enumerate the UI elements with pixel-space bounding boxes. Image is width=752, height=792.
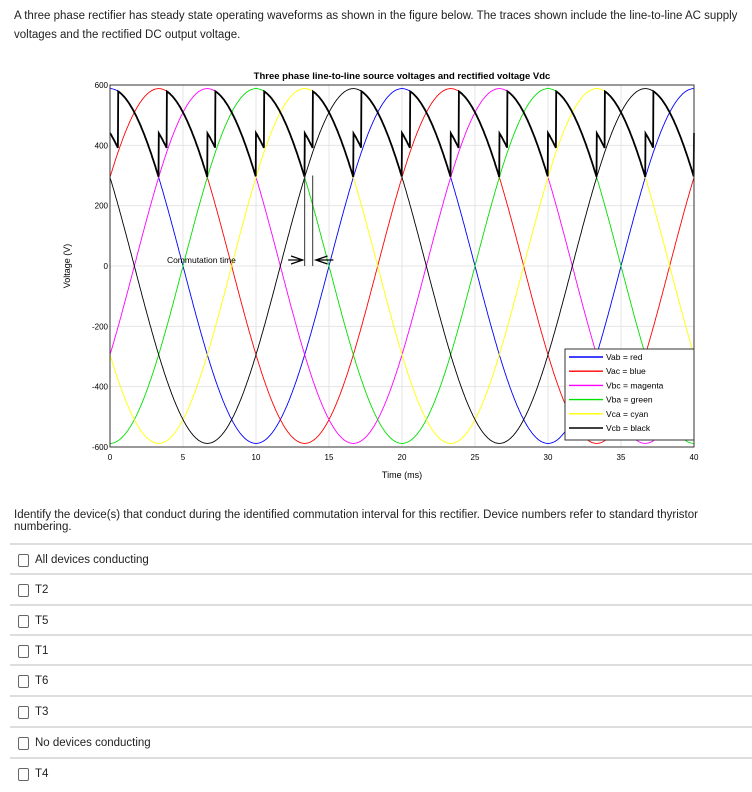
legend: Vab = red Vac = blue Vbc = magenta Vba = gr…	[564, 348, 695, 441]
arrow-right-icon	[288, 255, 305, 265]
answer-option[interactable]: T2	[10, 573, 752, 605]
legend-label: Vba = green	[606, 395, 653, 405]
y-axis-label: Voltage (V)	[62, 244, 72, 289]
option-label: T3	[35, 706, 49, 718]
x-tick-label: 10	[252, 453, 261, 462]
answer-option[interactable]: T6	[10, 664, 752, 696]
x-tick-label: 30	[544, 453, 553, 462]
problem-statement: A three phase rectifier has steady state…	[14, 10, 738, 41]
x-tick-label: 5	[181, 453, 186, 462]
answer-option[interactable]: T3	[10, 695, 752, 727]
chart-title: Three phase line-to-line source voltages…	[254, 71, 551, 82]
y-tick-label: 0	[104, 262, 109, 271]
answer-option[interactable]: All devices conducting	[10, 543, 752, 575]
option-label: T6	[35, 675, 49, 687]
legend-label: Vbc = magenta	[606, 380, 664, 390]
option-label: T4	[35, 768, 49, 780]
legend-box	[564, 348, 695, 441]
option-label: All devices conducting	[35, 554, 149, 566]
answer-option[interactable]: No devices conducting	[10, 726, 752, 758]
vdc-line	[109, 89, 695, 178]
legend-label: Vab = red	[606, 352, 643, 362]
checkbox[interactable]	[18, 553, 29, 567]
x-axis-label: Time (ms)	[382, 470, 422, 480]
checkbox[interactable]	[18, 614, 29, 628]
y-tick-label: 200	[95, 202, 109, 211]
checkbox[interactable]	[18, 705, 29, 719]
commutation-annotation: Commutation time	[167, 175, 334, 266]
voltage-chart: Three phase line-to-line source voltages…	[62, 71, 699, 480]
option-label: T5	[35, 615, 49, 627]
x-tick-label: 25	[471, 453, 480, 462]
series-line	[109, 88, 695, 444]
plot-frame	[109, 84, 695, 448]
answer-option[interactable]: T1	[10, 634, 752, 666]
y-tick-label: -400	[92, 383, 109, 392]
series-line	[109, 88, 695, 444]
annotation-label: Commutation time	[167, 255, 236, 265]
y-tick-label: 600	[95, 81, 109, 90]
question-text: Identify the device(s) that conduct duri…	[14, 509, 698, 533]
checkbox[interactable]	[18, 583, 29, 597]
checkbox[interactable]	[18, 767, 29, 781]
x-tick-label: 40	[690, 453, 699, 462]
x-tick-label: 35	[617, 453, 626, 462]
answer-option[interactable]: T4	[10, 757, 752, 789]
option-label: No devices conducting	[35, 737, 151, 749]
answer-option[interactable]: T5	[10, 604, 752, 636]
option-label: T1	[35, 645, 49, 657]
checkbox[interactable]	[18, 644, 29, 658]
legend-label: Vca = cyan	[606, 409, 649, 419]
x-tick-label: 0	[108, 453, 113, 462]
checkbox[interactable]	[18, 674, 29, 688]
checkbox[interactable]	[18, 736, 29, 750]
y-tick-label: 400	[95, 141, 109, 150]
legend-label: Vac = blue	[606, 366, 646, 376]
y-tick-label: -600	[92, 443, 109, 452]
x-tick-label: 15	[325, 453, 334, 462]
option-label: T2	[35, 584, 49, 596]
y-tick-label: -200	[92, 322, 109, 331]
arrow-left-icon	[313, 255, 334, 265]
legend-label: Vcb = black	[606, 423, 651, 433]
x-tick-label: 20	[398, 453, 407, 462]
